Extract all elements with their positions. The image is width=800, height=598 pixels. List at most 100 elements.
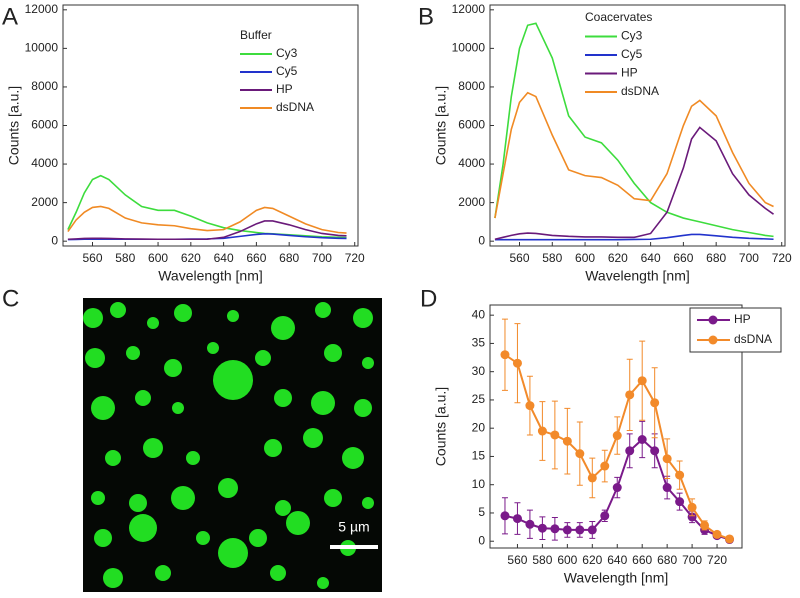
droplet <box>91 396 115 420</box>
data-point <box>562 525 572 535</box>
data-point <box>637 376 647 386</box>
y-tick-label: 15 <box>472 449 486 463</box>
droplet <box>362 357 374 369</box>
series-line <box>494 91 774 219</box>
droplet <box>105 450 121 466</box>
data-point <box>725 534 735 544</box>
x-tick-label: 560 <box>509 251 529 265</box>
data-point <box>575 449 585 459</box>
x-tick-label: 700 <box>682 553 702 567</box>
y-tick-label: 6000 <box>458 118 485 132</box>
plot-frame <box>489 304 743 549</box>
x-tick-label: 680 <box>279 251 299 265</box>
droplet <box>126 346 140 360</box>
droplet <box>271 316 295 340</box>
series-line <box>67 220 347 241</box>
data-point <box>650 446 660 456</box>
x-tick-label: 640 <box>641 251 661 265</box>
data-point <box>662 454 672 464</box>
data-point <box>512 514 522 524</box>
droplet <box>147 317 159 329</box>
droplet <box>143 438 163 458</box>
legend-label: dsDNA <box>734 332 772 346</box>
data-point <box>712 529 722 539</box>
droplet <box>311 391 335 415</box>
data-point <box>525 401 535 411</box>
data-point <box>612 483 622 493</box>
scale-bar-label: 5 µm <box>338 519 369 535</box>
x-axis-label: Wavelength [nm] <box>158 268 263 284</box>
droplet <box>218 478 238 498</box>
data-point <box>600 461 610 471</box>
x-tick-label: 580 <box>542 251 562 265</box>
legend-box <box>689 307 782 353</box>
panel-label: C <box>2 285 19 312</box>
droplet <box>275 500 291 516</box>
y-tick-label: 12000 <box>452 2 486 16</box>
droplet <box>270 565 286 581</box>
data-point <box>675 470 685 480</box>
series-line <box>494 233 774 241</box>
x-tick-label: 720 <box>772 251 792 265</box>
data-point <box>600 511 610 521</box>
y-tick-label: 2000 <box>31 195 58 209</box>
x-tick-label: 680 <box>706 251 726 265</box>
x-tick-label: 600 <box>148 251 168 265</box>
droplet <box>129 514 157 542</box>
y-tick-label: 6000 <box>31 118 58 132</box>
data-point <box>675 497 685 507</box>
x-tick-label: 560 <box>507 553 527 567</box>
series-line <box>494 126 774 241</box>
data-point <box>500 350 510 360</box>
x-tick-label: 600 <box>557 553 577 567</box>
data-point <box>512 358 522 368</box>
droplet <box>255 350 271 366</box>
x-tick-label: 600 <box>575 251 595 265</box>
legend-label: dsDNA <box>621 84 659 98</box>
x-tick-label: 640 <box>214 251 234 265</box>
x-tick-label: 700 <box>739 251 759 265</box>
droplet <box>303 428 323 448</box>
y-axis-label: Counts [a.u.] <box>6 86 22 165</box>
droplet <box>85 348 105 368</box>
x-tick-label: 660 <box>632 553 652 567</box>
data-point <box>650 398 660 408</box>
panel-label: D <box>420 285 437 312</box>
data-point <box>612 431 622 441</box>
legend-label: Cy5 <box>621 47 643 61</box>
droplet <box>324 489 342 507</box>
droplet <box>174 304 192 322</box>
droplet <box>186 451 200 465</box>
micrograph <box>83 298 382 592</box>
data-point <box>625 390 635 400</box>
data-point <box>700 520 710 530</box>
droplet <box>249 529 267 547</box>
droplet <box>274 389 292 407</box>
x-tick-label: 720 <box>345 251 365 265</box>
data-point <box>637 434 647 444</box>
x-tick-label: 560 <box>82 251 102 265</box>
data-point <box>587 473 597 483</box>
y-tick-label: 0 <box>478 233 485 247</box>
y-tick-label: 4000 <box>458 156 485 170</box>
x-tick-label: 640 <box>607 553 627 567</box>
droplet <box>94 529 112 547</box>
y-tick-label: 35 <box>472 336 486 350</box>
y-tick-label: 2000 <box>458 195 485 209</box>
y-tick-label: 40 <box>472 307 486 321</box>
legend-marker <box>708 315 718 325</box>
droplet <box>83 308 103 328</box>
droplet <box>164 359 182 377</box>
x-tick-label: 620 <box>582 553 602 567</box>
droplet <box>171 486 195 510</box>
droplet <box>264 439 282 457</box>
y-tick-label: 0 <box>478 533 485 547</box>
panel-label: A <box>2 3 18 30</box>
y-tick-label: 4000 <box>31 156 58 170</box>
droplet <box>213 360 253 400</box>
data-point <box>500 511 510 521</box>
data-point <box>525 519 535 529</box>
x-axis-label: Wavelength [nm] <box>585 268 690 284</box>
